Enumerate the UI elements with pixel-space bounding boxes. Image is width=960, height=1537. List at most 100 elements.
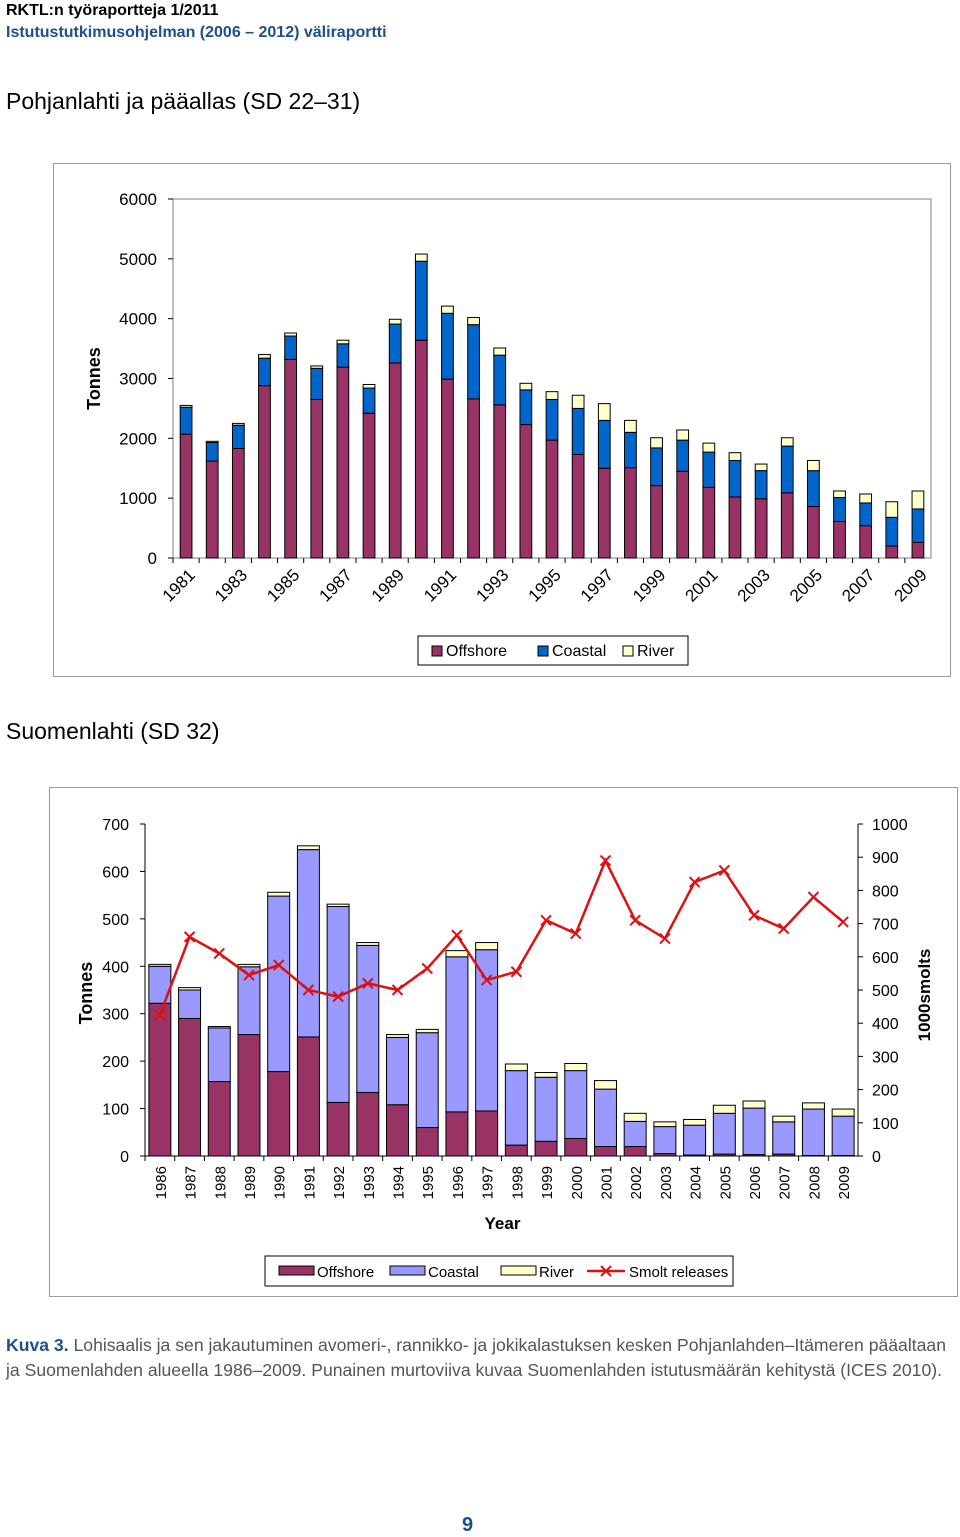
chart1-frame: 0 1000 2000 3000 4000 5000 6000 Tonnes 1981 1983 1… (53, 163, 951, 677)
chart1-bar-coastal-1991 (441, 312, 454, 380)
chart1-bar-coastal-2005 (806, 470, 820, 508)
chart1-y-tick-label: 6000 (119, 190, 157, 209)
chart1-bar-offshore-2001 (702, 486, 716, 559)
chart1-x-tick-label: 2009 (891, 565, 931, 605)
chart1-bar-offshore-1987 (336, 366, 350, 559)
chart1-bar-coastal-1992 (467, 324, 480, 400)
chart2-bar-river-1995 (415, 1028, 439, 1034)
chart2-bar-offshore-1991 (296, 1036, 320, 1157)
chart1-bar-river-1993 (493, 347, 507, 356)
chart1-x-tick-label: 1983 (211, 565, 251, 605)
chart1-bar-river-1990 (414, 253, 428, 262)
chart2-bar-coastal-1992 (326, 906, 350, 1103)
chart2-bar-coastal-1994 (386, 1036, 410, 1106)
chart2-smolt-marker-1995 (421, 962, 433, 975)
chart1-bar-coastal-1996 (571, 407, 585, 455)
chart1-bar-offshore-1999 (650, 485, 663, 559)
chart2-bar-coastal-2002 (623, 1120, 647, 1148)
section-title-bothnia: Pohjanlahti ja pääallas (SD 22–31) (6, 88, 361, 114)
chart1-bar-offshore-2002 (728, 496, 742, 559)
chart2-x-tick-label: 2007 (777, 1166, 794, 1199)
chart2-smolt-marker-2004 (688, 876, 701, 888)
chart2-bar-offshore-1996 (445, 1111, 469, 1157)
chart2-bar-river-2006 (742, 1100, 766, 1109)
chart2-bar-river-1999 (534, 1072, 558, 1078)
chart2-smolt-marker-2009 (837, 916, 849, 928)
chart2-smolt-marker-1999 (540, 914, 552, 926)
chart2-x-tick-label: 1996 (450, 1166, 467, 1199)
chart1-x-tick-label: 1997 (577, 565, 617, 605)
chart2-y2-tick-label: 400 (872, 1016, 899, 1033)
chart2-bar-river-1991 (296, 845, 320, 851)
chart1-x-tick-label: 1991 (420, 565, 460, 605)
chart1-bar-coastal-1990 (414, 260, 428, 341)
chart2-smolt-marker-stroke (302, 984, 315, 996)
chart1-legend-label-coastal: Coastal (552, 643, 606, 660)
chart1-bar-coastal-2007 (859, 502, 873, 527)
chart1-bar-river-1984 (258, 354, 271, 359)
caption-text: Lohisaalis ja sen jakautuminen avomeri-,… (6, 1335, 946, 1380)
chart1-bar-river-2002 (728, 452, 742, 461)
chart1-x-tick-label: 1993 (472, 565, 512, 605)
chart1-bar-offshore-1986 (310, 398, 324, 559)
chart1-bar-offshore-1983 (231, 448, 245, 559)
chart2-x-tick-label: 2009 (836, 1166, 853, 1199)
chart2-y-tick-label: 300 (102, 1007, 129, 1024)
chart1-bar-offshore-2003 (754, 498, 768, 559)
chart1-bar-river-1992 (467, 316, 480, 326)
chart1-bar-river-2001 (702, 442, 716, 453)
chart2-bar-river-1996 (445, 950, 469, 958)
chart1-bar-offshore-1985 (284, 358, 298, 559)
chart1-x-tick-label: 1987 (316, 565, 356, 605)
chart1-bar-coastal-1985 (284, 335, 298, 360)
chart2-smolt-marker-1991 (302, 984, 315, 996)
chart2-bar-coastal-2008 (801, 1108, 825, 1157)
chart2-bar-river-1988 (207, 1026, 231, 1029)
chart1-y-axis-label: Tonnes (84, 347, 104, 410)
chart1-bar-offshore-1993 (493, 404, 507, 559)
chart2-bar-coastal-1999 (534, 1076, 558, 1142)
chart1-bar-river-1998 (624, 419, 637, 433)
chart1-bar-coastal-2006 (833, 497, 846, 523)
chart1-legend-swatch-coastal (537, 645, 549, 657)
figure-caption: Kuva 3. Lohisaalis ja sen jakautuminen a… (6, 1333, 946, 1383)
chart1-bar-offshore-2000 (676, 470, 690, 559)
chart2-x-tick-label: 1991 (301, 1166, 318, 1199)
chart2-smolt-marker-1998 (510, 966, 523, 978)
chart1-legend-swatch-offshore (431, 645, 443, 657)
chart1-legend-swatch-river (622, 645, 634, 657)
chart2-bar-river-2005 (712, 1104, 736, 1114)
chart1-bothnia-catch: 0 1000 2000 3000 4000 5000 6000 Tonnes 1981 1983 1… (84, 190, 932, 666)
chart2-bar-river-2001 (593, 1080, 617, 1090)
chart2-bar-offshore-1994 (386, 1104, 410, 1157)
chart2-x-tick-label: 1988 (212, 1166, 229, 1199)
chart1-bar-offshore-1995 (545, 439, 559, 559)
chart2-bar-coastal-1995 (415, 1032, 439, 1129)
chart2-y2-tick-label: 300 (872, 1049, 899, 1066)
chart2-smolt-marker-1993 (362, 977, 374, 990)
chart1-bar-offshore-2009 (911, 541, 925, 559)
chart1-x-tick-label: 2007 (838, 565, 878, 605)
chart2-smolt-marker-stroke (599, 854, 612, 867)
chart1-bar-river-1987 (336, 339, 350, 345)
chart2-smolt-marker-stroke (421, 962, 433, 975)
chart1-legend-label-river: River (637, 643, 675, 660)
chart2-bar-river-2009 (831, 1108, 855, 1117)
chart1-bar-offshore-2004 (780, 492, 794, 559)
chart2-smolt-marker-1997 (480, 974, 493, 986)
chart2-y-tick-label: 500 (102, 912, 129, 929)
chart1-bar-coastal-1986 (310, 367, 324, 400)
chart1-bar-offshore-1981 (179, 433, 193, 559)
chart2-smolt-marker-2001 (599, 854, 612, 867)
chart1-bar-river-1999 (650, 437, 663, 449)
chart1-bar-river-1994 (519, 382, 533, 391)
chart1-bar-coastal-1998 (624, 431, 637, 469)
chart1-bar-river-1981 (179, 404, 193, 408)
chart1-bar-river-2008 (885, 501, 899, 518)
chart2-bar-coastal-2007 (772, 1121, 796, 1155)
chart1-bar-offshore-1998 (624, 467, 637, 559)
chart1-bar-river-2006 (833, 490, 846, 499)
chart2-bar-river-2003 (653, 1121, 677, 1128)
chart2-frame: 0 100 200 300 400 500 600 700 0 100 200 300 400 500 60… (49, 787, 958, 1297)
chart2-legend (264, 1255, 734, 1287)
